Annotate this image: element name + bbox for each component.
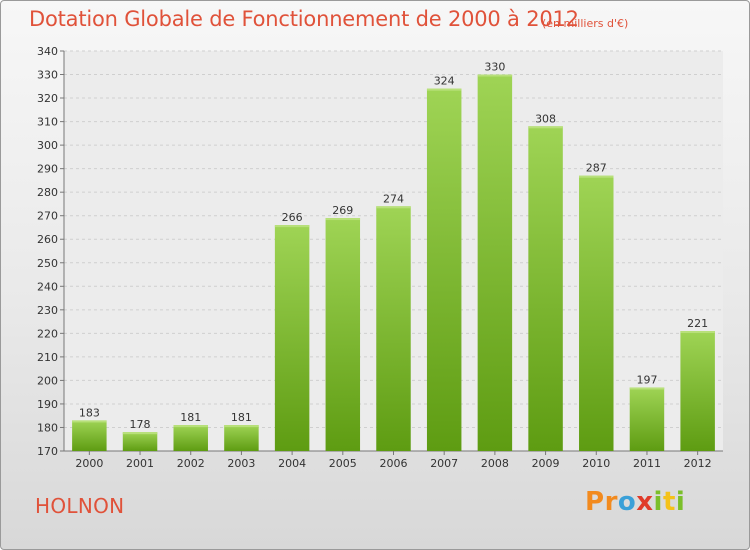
bar-value-label: 287	[586, 162, 607, 175]
x-tick-label: 2006	[380, 457, 408, 470]
bar-top-highlight	[173, 425, 208, 428]
bar	[426, 88, 462, 451]
y-tick-label: 220	[37, 327, 58, 340]
y-tick-label: 320	[37, 92, 58, 105]
bar	[224, 425, 259, 451]
x-tick-label: 2000	[75, 457, 103, 470]
bar-top-highlight	[426, 88, 462, 91]
x-tick-label: 2008	[481, 457, 509, 470]
bar-value-label: 330	[484, 61, 505, 74]
x-tick-label: 2005	[329, 457, 357, 470]
bar-top-highlight	[72, 420, 107, 423]
bar-value-label: 181	[180, 411, 201, 424]
bar-top-highlight	[477, 74, 513, 77]
bar-top-highlight	[528, 126, 563, 129]
bar	[680, 331, 715, 451]
bar-value-label: 221	[687, 317, 708, 330]
bar-value-label: 324	[434, 75, 455, 88]
bar-top-highlight	[274, 225, 310, 228]
bar-top-highlight	[376, 206, 411, 209]
y-tick-label: 330	[37, 69, 58, 82]
commune-name: HOLNON	[35, 494, 125, 518]
x-tick-label: 2012	[684, 457, 712, 470]
bar-top-highlight	[579, 175, 614, 178]
y-tick-label: 300	[37, 139, 58, 152]
x-tick-label: 2011	[633, 457, 661, 470]
bar-top-highlight	[224, 425, 259, 428]
bar-top-highlight	[680, 331, 715, 333]
y-tick-label: 280	[37, 186, 58, 199]
x-tick-label: 2004	[278, 457, 306, 470]
x-tick-label: 2003	[227, 457, 255, 470]
proxiti-logo: Proxiti	[585, 487, 686, 517]
bar	[274, 225, 310, 451]
bar-value-label: 269	[332, 204, 353, 217]
bar-value-label: 266	[282, 211, 303, 224]
bar-value-label: 274	[383, 192, 404, 205]
bar	[72, 420, 107, 451]
chart-title: Dotation Globale de Fonctionnement de 20…	[29, 7, 579, 31]
bar	[477, 74, 513, 451]
bar	[325, 218, 361, 451]
y-tick-label: 290	[37, 163, 58, 176]
y-tick-label: 210	[37, 351, 58, 364]
y-tick-label: 250	[37, 257, 58, 270]
y-tick-label: 170	[37, 445, 58, 458]
bar-value-label: 181	[231, 411, 252, 424]
y-tick-label: 230	[37, 304, 58, 317]
bar	[173, 425, 208, 451]
y-tick-label: 200	[37, 374, 58, 387]
unit-note: (en milliers d'€)	[542, 17, 629, 30]
y-tick-label: 270	[37, 210, 58, 223]
y-tick-label: 310	[37, 116, 58, 129]
bar	[528, 126, 563, 451]
y-tick-label: 240	[37, 280, 58, 293]
x-tick-label: 2009	[532, 457, 560, 470]
bar-top-highlight	[122, 432, 158, 435]
y-tick-label: 180	[37, 421, 58, 434]
y-tick-label: 190	[37, 398, 58, 411]
bar	[376, 206, 411, 451]
bar-value-label: 197	[636, 373, 657, 386]
bar	[579, 175, 614, 452]
x-tick-label: 2007	[430, 457, 458, 470]
bar-value-label: 178	[130, 418, 151, 431]
x-tick-label: 2002	[177, 457, 205, 470]
x-tick-label: 2010	[582, 457, 610, 470]
y-tick-label: 260	[37, 233, 58, 246]
bar	[122, 432, 158, 451]
bar-value-label: 183	[79, 406, 100, 419]
y-tick-label: 340	[37, 45, 58, 58]
bar-top-highlight	[629, 387, 665, 390]
bar-value-label: 308	[535, 112, 556, 125]
bar	[629, 387, 665, 451]
bar-top-highlight	[325, 218, 361, 221]
x-tick-label: 2001	[126, 457, 154, 470]
